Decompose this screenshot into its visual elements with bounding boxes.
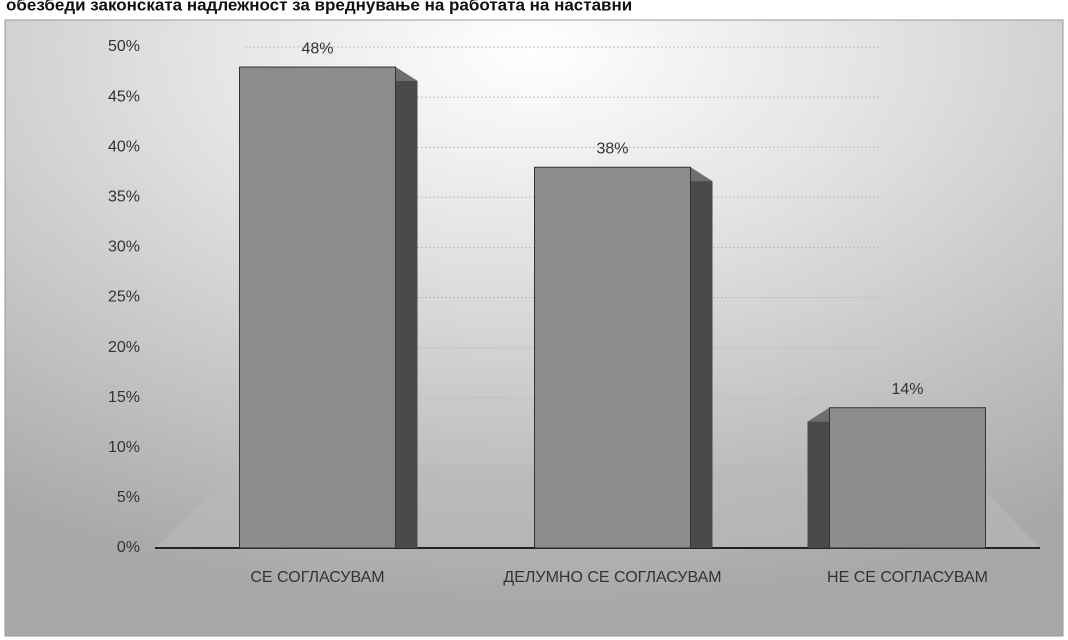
- x-tick-label: ДЕЛУМНО СЕ СОГЛАСУВАМ: [503, 569, 721, 586]
- bar-side: [807, 407, 830, 548]
- header-text: обезбеди законската надлежност за вредну…: [6, 0, 632, 14]
- y-tick-label: 30%: [108, 239, 140, 256]
- bar: [829, 407, 986, 549]
- x-tick-label: СЕ СОГЛАСУВАМ: [250, 569, 384, 586]
- y-tick-label: 35%: [108, 189, 140, 206]
- y-tick-label: 50%: [108, 38, 140, 55]
- x-tick-label: НЕ СЕ СОГЛАСУВАМ: [827, 569, 988, 586]
- y-tick-label: 25%: [108, 289, 140, 306]
- y-tick-label: 20%: [108, 339, 140, 356]
- bar: [239, 66, 396, 549]
- bar-side: [690, 167, 713, 549]
- y-tick-label: 45%: [108, 88, 140, 105]
- bar: [534, 166, 691, 549]
- y-tick-label: 15%: [108, 389, 140, 406]
- y-tick-label: 0%: [117, 539, 140, 556]
- bar-side: [395, 67, 418, 548]
- data-label: 38%: [596, 140, 628, 157]
- y-tick-label: 40%: [108, 138, 140, 155]
- y-tick-label: 10%: [108, 439, 140, 456]
- y-tick-label: 5%: [117, 489, 140, 506]
- data-label: 48%: [301, 40, 333, 57]
- data-label: 14%: [891, 381, 923, 398]
